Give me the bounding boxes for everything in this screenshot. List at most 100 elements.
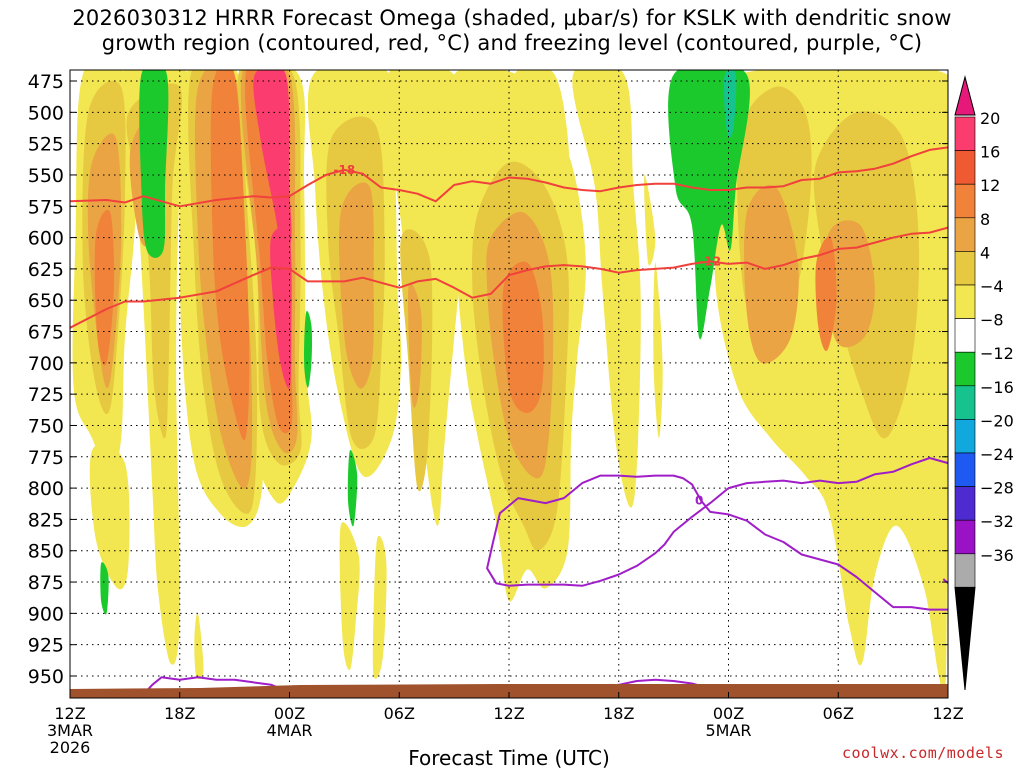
y-tick-label-9: 700 [28,353,64,375]
colorbar: 20 16 12 8 4 −4 −8 −12 −16 −20 −24 −28 −32 −36 [954,75,1014,691]
colorbar-label-10: −24 [980,445,1014,464]
colorbar-swatch-5 [954,284,976,319]
colorbar-top-arrow [954,75,976,116]
omega-region-34 [210,70,250,441]
colorbar-label-5: −4 [980,277,1004,296]
colorbar-label-0: 20 [980,109,1000,128]
omega-region-32 [743,184,799,364]
x-tick-label-2: 00Z [274,704,305,723]
colorbar-label-3: 8 [980,210,990,229]
colorbar-label-2: 12 [980,176,1000,195]
omega-region-38 [815,236,837,352]
x-tick-label-5: 18Z [603,704,634,723]
x-tick-label-4: 12Z [493,704,524,723]
y-tick-label-6: 625 [28,259,64,281]
colorbar-swatch-8 [954,385,976,420]
omega-region-29 [339,182,374,389]
y-tick-label-4: 575 [28,196,64,218]
omega-region-9 [572,70,641,508]
x-tick-label-1: 18Z [164,704,195,723]
omega-region-36 [94,209,115,366]
colorbar-label-13: −36 [980,546,1014,565]
y-tick-label-14: 825 [28,509,64,531]
colorbar-swatch-9 [954,419,976,454]
omega-region-8 [513,70,570,189]
x-tick-date-2: 4MAR [266,721,312,740]
colorbar-swatch-4 [954,251,976,286]
y-tick-label-16: 875 [28,572,64,594]
y-tick-label-3: 550 [28,165,64,187]
omega-region-41 [139,70,169,258]
y-tick-label-5: 600 [28,228,64,250]
x-tick-date-6: 5MAR [705,721,751,740]
colorbar-swatch-12 [954,519,976,555]
omega-region-42 [304,310,313,388]
freezing-contour-2 [486,457,948,611]
dgz-contour-1 [70,226,948,329]
chart-title: 2026030312 HRRR Forecast Omega (shaded, … [0,6,1024,56]
y-axis: 475 500 525 550 575 600 625 650 675 700 725 750 775 8… [28,71,948,688]
freezing-contour-2-label: 0 [695,494,703,508]
y-tick-label-13: 800 [28,478,64,500]
credit-text: coolwx.com/models [841,744,1004,762]
omega-region-37 [502,261,544,413]
y-tick-label-15: 850 [28,541,64,563]
colorbar-label-4: 4 [980,243,990,262]
colorbar-swatch-6 [954,318,976,353]
y-tick-label-18: 925 [28,635,64,657]
dgz-contour-0-label: -18 [334,163,356,177]
colorbar-label-7: −12 [980,344,1014,363]
colorbar-swatch-13 [954,553,976,588]
colorbar-label-6: −8 [980,311,1004,330]
colorbar-label-1: 16 [980,143,1000,162]
omega-region-44 [100,562,109,615]
omega-region-43 [347,449,358,527]
chart-title-line-2: growth region (contoured, red, °C) and f… [101,31,923,55]
x-tick-date-0: 3MAR [47,721,93,740]
colorbar-swatch-7 [954,351,976,387]
omega-region-11 [653,262,663,438]
omega-region-30 [408,283,422,408]
omega-region-10 [644,174,656,266]
x-tick-label-0: 12Z [54,704,85,723]
colorbar-swatch-3 [954,217,976,252]
omega-region-39 [253,70,292,264]
colorbar-swatch-2 [954,183,976,219]
y-tick-label-17: 900 [28,603,64,625]
colorbar-label-8: −16 [980,378,1014,397]
plot-area: -18-1200 [70,70,948,698]
dgz-contour-1-label: -12 [699,254,721,268]
x-tick-label-6: 00Z [713,704,744,723]
colorbar-swatch-11 [954,486,976,521]
omega-region-14 [194,612,204,680]
dgz-contour-0 [70,146,948,208]
y-tick-label-10: 725 [28,384,64,406]
y-tick-label-0: 475 [28,71,64,93]
colorbar-swatch-1 [954,150,976,185]
omega-region-15 [372,535,387,679]
colorbar-bottom-arrow [954,586,976,691]
y-tick-label-1: 500 [28,102,64,124]
y-tick-label-7: 650 [28,290,64,312]
x-axis-label: Forecast Time (UTC) [408,746,610,768]
omega-region-1 [89,444,130,590]
x-tick-label-3: 06Z [384,704,415,723]
y-tick-label-2: 525 [28,134,64,156]
colorbar-swatch-0 [954,116,976,151]
omega-shading [72,70,948,698]
colorbar-label-11: −28 [980,479,1014,498]
grid [70,70,948,698]
x-tick-label-7: 06Z [823,704,854,723]
colorbar-label-9: −20 [980,411,1014,430]
y-tick-label-8: 675 [28,322,64,344]
colorbar-label-12: −32 [980,512,1014,531]
x-tick-year-0: 2026 [50,738,91,757]
y-tick-label-19: 950 [28,666,64,688]
colorbar-swatch-10 [954,452,976,487]
x-tick-label-8: 12Z [932,704,963,723]
chart-title-line-1: 2026030312 HRRR Forecast Omega (shaded, … [72,6,952,30]
y-tick-label-12: 775 [28,447,64,469]
omega-region-46 [723,70,737,138]
